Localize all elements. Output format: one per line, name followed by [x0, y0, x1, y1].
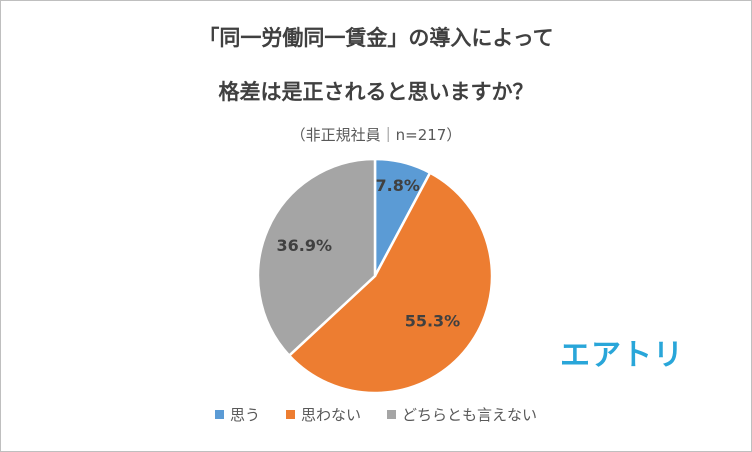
legend-item-omou: 思う — [214, 404, 260, 425]
data-label-dochira: 36.9% — [276, 236, 332, 255]
legend-item-dochira: どちらとも言えない — [387, 404, 537, 425]
pie-slice-dochira — [256, 157, 377, 358]
data-label-omou: 7.8% — [376, 176, 420, 195]
chart-title-line2: 格差は是正されると思いますか？ — [218, 80, 534, 104]
legend-swatch-omou — [214, 410, 224, 419]
airtrip-logo: エアトリ — [560, 338, 684, 373]
pie-slice-omowanai — [287, 171, 494, 395]
legend-label-omou: 思う — [229, 406, 260, 424]
legend-item-omowanai: 思わない — [285, 404, 361, 425]
legend-label-dochira: どちらとも言えない — [402, 406, 538, 424]
data-label-omowanai: 55.3% — [405, 311, 461, 330]
chart-subtitle: （非正規社員｜n=217） — [290, 126, 462, 144]
legend-swatch-dochira — [387, 410, 396, 419]
legend: 思う 思わない どちらとも言えない — [0, 404, 752, 425]
legend-swatch-omowanai — [285, 410, 295, 419]
chart-title-line1: 「同一労働同一賃金」の導入によって — [198, 26, 554, 50]
legend-label-omowanai: 思わない — [300, 406, 361, 424]
